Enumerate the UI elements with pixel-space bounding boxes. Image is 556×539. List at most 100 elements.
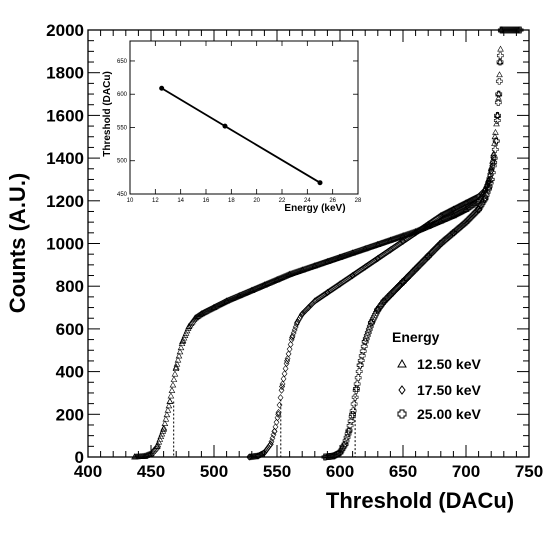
inset-y-tick-label: 550 (117, 125, 128, 131)
data-point (185, 323, 193, 330)
legend-item-17-50-kev: 17.50 keV (398, 382, 481, 398)
data-point (246, 453, 253, 461)
data-point (267, 440, 274, 448)
data-point (482, 191, 490, 199)
data-point (458, 202, 464, 209)
data-point (450, 229, 457, 237)
data-point (278, 386, 285, 394)
data-point (468, 196, 474, 204)
data-point (153, 442, 161, 449)
data-point (179, 337, 186, 345)
data-point (363, 332, 371, 339)
data-point (311, 262, 319, 269)
data-point (412, 265, 419, 273)
y-axis-title: Counts (A.U.) (5, 173, 30, 314)
data-point (362, 263, 369, 271)
data-point (322, 258, 330, 265)
data-point (339, 252, 347, 259)
data-point (486, 179, 494, 187)
data-point (435, 213, 442, 221)
data-point (393, 285, 400, 292)
data-point (273, 276, 281, 283)
data-point (337, 253, 345, 260)
data-point (382, 296, 389, 304)
y-tick-label: 2000 (46, 21, 84, 40)
data-point (348, 413, 356, 420)
data-point (484, 186, 492, 193)
data-point (343, 434, 351, 441)
data-point (279, 380, 286, 388)
data-point (376, 240, 383, 247)
data-point (380, 297, 388, 305)
data-point (331, 255, 339, 262)
data-point (297, 267, 305, 273)
inset-x-tick-label: 16 (203, 198, 210, 204)
data-point (311, 297, 318, 305)
x-axis-title: Threshold (DACu) (326, 488, 514, 513)
data-point (374, 306, 382, 314)
data-point (416, 261, 423, 269)
data-point (493, 117, 501, 124)
data-point (475, 192, 482, 201)
data-point (398, 232, 406, 239)
data-point (290, 269, 298, 276)
data-point (479, 198, 487, 205)
data-point (383, 295, 390, 303)
data-point (373, 307, 381, 315)
data-point (460, 201, 466, 208)
data-point (374, 254, 381, 262)
data-point (287, 270, 295, 277)
data-point (168, 386, 176, 393)
data-point (318, 259, 326, 266)
data-point (373, 241, 380, 248)
data-point (321, 258, 329, 265)
data-point (390, 235, 397, 242)
data-point (456, 203, 462, 210)
data-point (328, 256, 336, 263)
data-point (430, 247, 438, 254)
data-point (385, 237, 392, 244)
data-point (161, 420, 169, 426)
data-point (480, 196, 488, 204)
data-point (382, 238, 389, 245)
inset-y-axis-title: Threshold (DACu) (102, 71, 113, 157)
data-point (385, 293, 392, 301)
data-point (305, 304, 312, 312)
data-point (166, 397, 174, 404)
data-point (349, 407, 357, 415)
data-point (418, 259, 425, 267)
data-point (417, 260, 424, 268)
data-point (445, 208, 452, 216)
data-point (349, 271, 356, 280)
y-tick-label: 1000 (46, 235, 84, 254)
data-point (410, 267, 417, 275)
data-point (271, 427, 278, 435)
data-point (440, 210, 447, 218)
data-point (165, 402, 173, 409)
data-point (354, 374, 362, 382)
data-point (342, 437, 350, 445)
y-tick-label: 200 (56, 405, 84, 424)
data-point (462, 199, 468, 207)
data-point (359, 347, 367, 355)
data-point (299, 310, 306, 318)
data-point (177, 344, 185, 351)
data-point (495, 77, 503, 85)
data-point (436, 241, 444, 248)
data-point (471, 209, 479, 217)
data-point (329, 256, 337, 262)
inset-plot-frame (129, 40, 359, 195)
data-point (413, 264, 420, 272)
data-point (448, 206, 455, 214)
data-point (162, 415, 170, 422)
data-point (466, 197, 472, 205)
data-point (324, 257, 331, 264)
data-point (411, 266, 418, 274)
data-point (496, 71, 503, 78)
data-point (497, 45, 504, 52)
data-point (423, 254, 430, 262)
data-point (364, 329, 372, 336)
data-point (491, 146, 499, 153)
data-point (370, 242, 377, 249)
